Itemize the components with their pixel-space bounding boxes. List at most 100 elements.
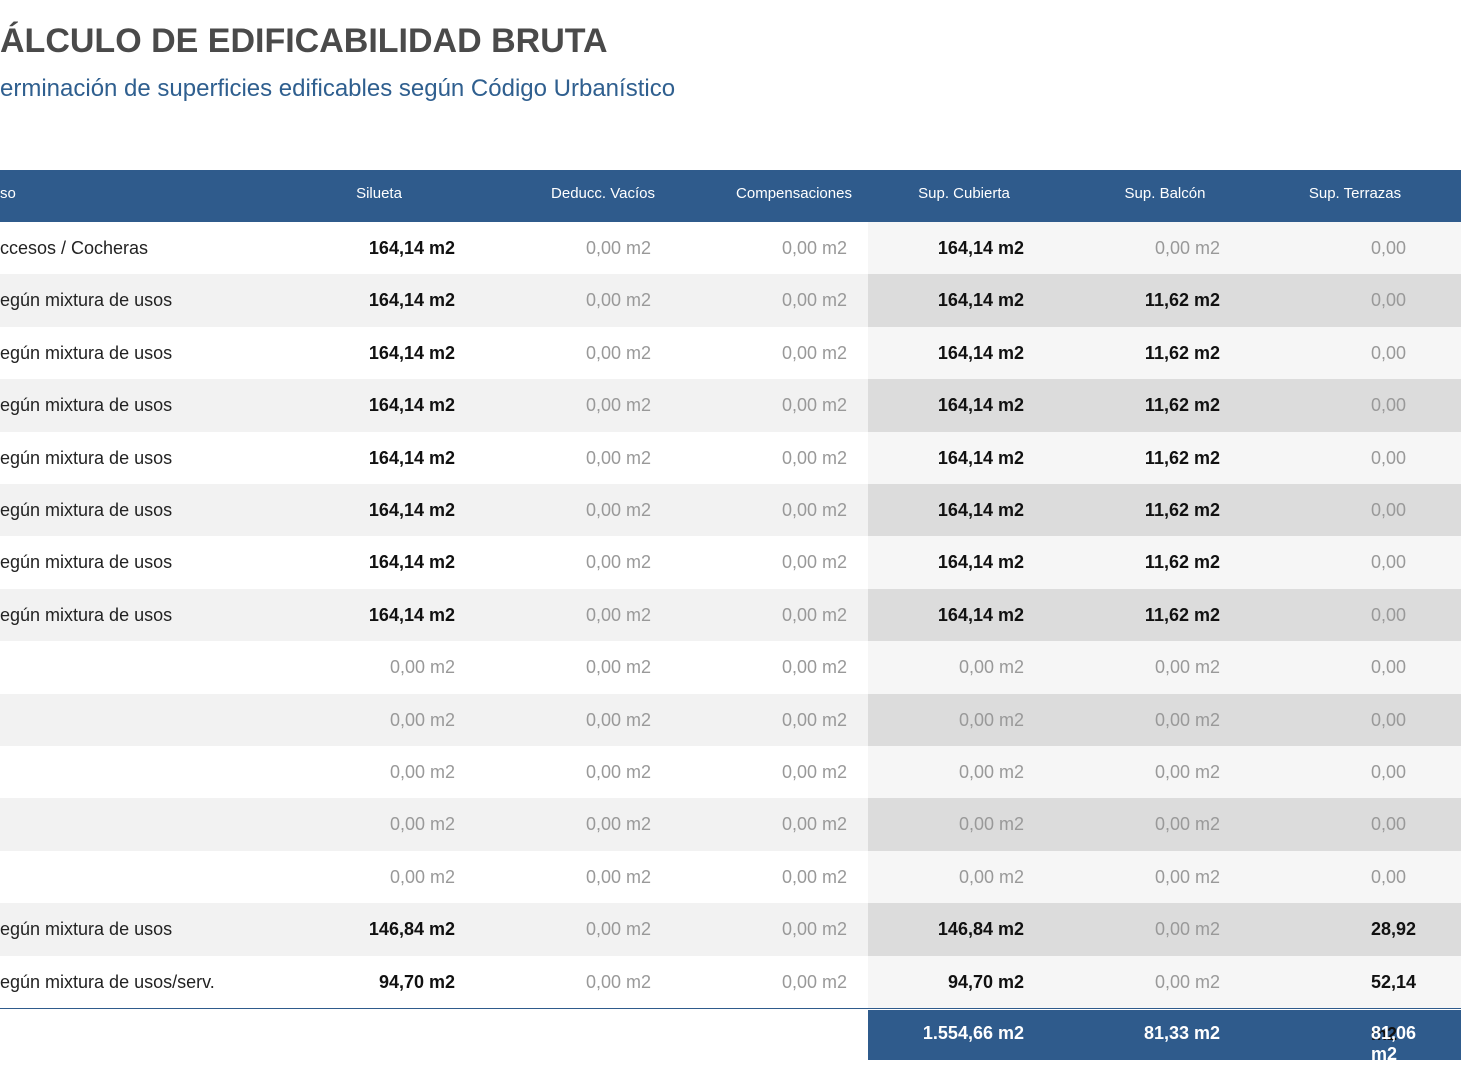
- cell-value: 0,00 m2: [781, 500, 847, 520]
- cell-value: 164,14 m2: [937, 395, 1024, 416]
- cell-value: 164,14 m2: [937, 290, 1024, 311]
- table-row: egún mixtura de usos 146,84 m2 0,00 m2 0,00…: [0, 903, 1461, 991]
- cell-value: 0,00 m2: [585, 447, 651, 468]
- cell-value: 11,62 m2: [1144, 552, 1220, 573]
- cell-value: 0,00 m2: [781, 762, 847, 782]
- cell-value: 0,00 m2: [958, 866, 1024, 887]
- table-row: egún mixtura de usos 164,14 m2 0,00 m2 0,00…: [0, 431, 1461, 520]
- cell-value: 0,00 m2: [781, 709, 847, 730]
- table-row: egún mixtura de usos 164,14 m2 0,00 m2 0,00…: [0, 379, 1461, 467]
- highlight-cell: [868, 274, 1461, 327]
- table-row: 0,00 m2 0,00 m2 0,00 m2 0,00 m2 0,00 m2 0,00 …: [0, 746, 1461, 834]
- cell-value: 0,00 m2: [781, 971, 847, 992]
- cell-value: 0,00 m2: [585, 971, 651, 992]
- table-row: 0,00 m2 0,00 m2 0,00 m2 0,00 m2 0,00 m2 0,00 …: [0, 693, 1461, 782]
- column-header: Sup. Terrazas: [1308, 185, 1402, 202]
- highlight-cell: [868, 536, 1461, 589]
- table-row: egún mixtura de usos 164,14 m2 0,00 m2 0,00…: [0, 326, 1461, 415]
- cell-value: 0,00 m2: [585, 919, 651, 940]
- cell-value: 0,00 m2: [781, 657, 847, 678]
- cell-value: 146,84 m2: [368, 919, 455, 940]
- highlight-cell: [868, 588, 1461, 642]
- highlight-cell: [868, 955, 1461, 1008]
- cell-value: 0,00 m2: [781, 395, 847, 416]
- cell-value: 0,00 m2: [585, 604, 651, 625]
- row-label: egún mixtura de usos: [0, 500, 173, 520]
- cell-value: 11,62 m2: [1144, 395, 1220, 416]
- total-value: 81,33 m2: [1143, 1023, 1220, 1043]
- cell-value: 146,84 m2: [937, 919, 1024, 940]
- cell-value: 11,62 m2: [1144, 604, 1220, 625]
- total-value: 1.554,66 m2: [922, 1023, 1024, 1043]
- cell-value: 0,00 m2: [1154, 814, 1220, 835]
- cell-value: 164,14 m2: [937, 604, 1024, 625]
- row-label: egún mixtura de usos: [0, 552, 173, 573]
- cell-value: 0,00 m2: [781, 238, 847, 258]
- cell-value: 0,00 m2: [585, 814, 651, 835]
- cell-value: 0,00 m2: [781, 342, 847, 363]
- row-label: egún mixtura de usos: [0, 447, 173, 468]
- row-label: egún mixtura de usos: [0, 290, 173, 311]
- table-row: 0,00 m2 0,00 m2 0,00 m2 0,00 m2 0,00 m2 0,00 …: [0, 798, 1461, 886]
- highlight-cell: [868, 431, 1461, 484]
- highlight-cell: [868, 326, 1461, 380]
- cell-value: 0,00 m2: [781, 866, 847, 887]
- cell-value: 164,14 m2: [368, 500, 455, 520]
- highlight-cell: [868, 798, 1461, 851]
- column-header: Sup. Cubierta: [918, 185, 1010, 202]
- total-value: 81,06 m2: [1370, 1023, 1416, 1064]
- cell-value: 11,62 m2: [1144, 342, 1220, 363]
- cell-value: 0,00 m2: [1154, 762, 1220, 782]
- cell-value: 164,14 m2: [937, 552, 1024, 573]
- cell-value: 0,00 m2: [781, 552, 847, 573]
- subtitle: erminación de superficies edificables se…: [0, 75, 676, 102]
- cell-value: 11,62 m2: [1144, 290, 1220, 311]
- highlight-cell: [868, 903, 1461, 956]
- cell-value: 0,00 m2: [585, 238, 651, 258]
- cell-value: 0,00 m2: [585, 762, 651, 782]
- row-label: egún mixtura de usos: [0, 919, 173, 940]
- cell-value: 0,00 m2: [781, 814, 847, 835]
- cell-value: 0,00 m2: [958, 709, 1024, 730]
- header-band: [0, 170, 1461, 222]
- cell-value: 0,00 m2: [389, 814, 455, 835]
- cell-value: 94,70 m2: [947, 971, 1024, 992]
- table-row: egún mixtura de usos/serv. 94,70 m2 0,00 m…: [0, 955, 1461, 1044]
- cell-value: 0,00 m2: [585, 395, 651, 416]
- cell-value: 0,00 m2: [585, 290, 651, 311]
- cell-value: 0,00 m2: [781, 604, 847, 625]
- table-row: 0,00 m2 0,00 m2 0,00 m2 0,00 m2 0,00 m2 0,00 …: [0, 641, 1461, 729]
- cell-value: 164,14 m2: [368, 552, 455, 573]
- cell-value: 0,00 m2: [958, 657, 1024, 678]
- cell-value: 164,14 m2: [368, 290, 455, 311]
- column-header: Compensaciones: [736, 185, 852, 202]
- row-label: egún mixtura de usos: [0, 342, 173, 363]
- highlight-cell: [868, 484, 1461, 537]
- row-label: egún mixtura de usos/serv.: [0, 971, 215, 992]
- highlight-cell: [868, 379, 1461, 432]
- cell-value: 0,00 m2: [958, 814, 1024, 835]
- table-row: egún mixtura de usos 164,14 m2 0,00 m2 0,00…: [0, 274, 1461, 362]
- cell-value: 0,00 m2: [585, 866, 651, 887]
- cell-value: 0,00 m2: [1154, 971, 1220, 992]
- cell-value: 11,62 m2: [1144, 500, 1220, 520]
- cell-value: 164,14 m2: [937, 447, 1024, 468]
- column-header: Sup. Balcón: [1124, 185, 1206, 202]
- cell-value: 164,14 m2: [368, 342, 455, 363]
- cell-value: 52,14 m2: [1370, 971, 1416, 1044]
- cell-value: 0,00 m2: [585, 709, 651, 730]
- title: ÁLCULO DE EDIFICABILIDAD BRUTA: [0, 22, 608, 60]
- column-header: so: [0, 185, 16, 202]
- highlight-cell: [868, 693, 1461, 746]
- cell-value: 0,00 m2: [389, 657, 455, 678]
- cell-value: 94,70 m2: [378, 971, 455, 992]
- highlight-cell: [868, 850, 1461, 904]
- cell-value: 164,14 m2: [937, 342, 1024, 363]
- cell-value: 0,00 m2: [781, 447, 847, 468]
- cell-value: 0,00 m2: [389, 709, 455, 730]
- row-label: ccesos / Cocheras: [0, 238, 149, 258]
- cell-value: 164,14 m2: [937, 500, 1024, 520]
- cell-value: 164,14 m2: [937, 238, 1024, 258]
- total-rule: [0, 1007, 1461, 1009]
- cell-value: 11,62 m2: [1144, 447, 1220, 468]
